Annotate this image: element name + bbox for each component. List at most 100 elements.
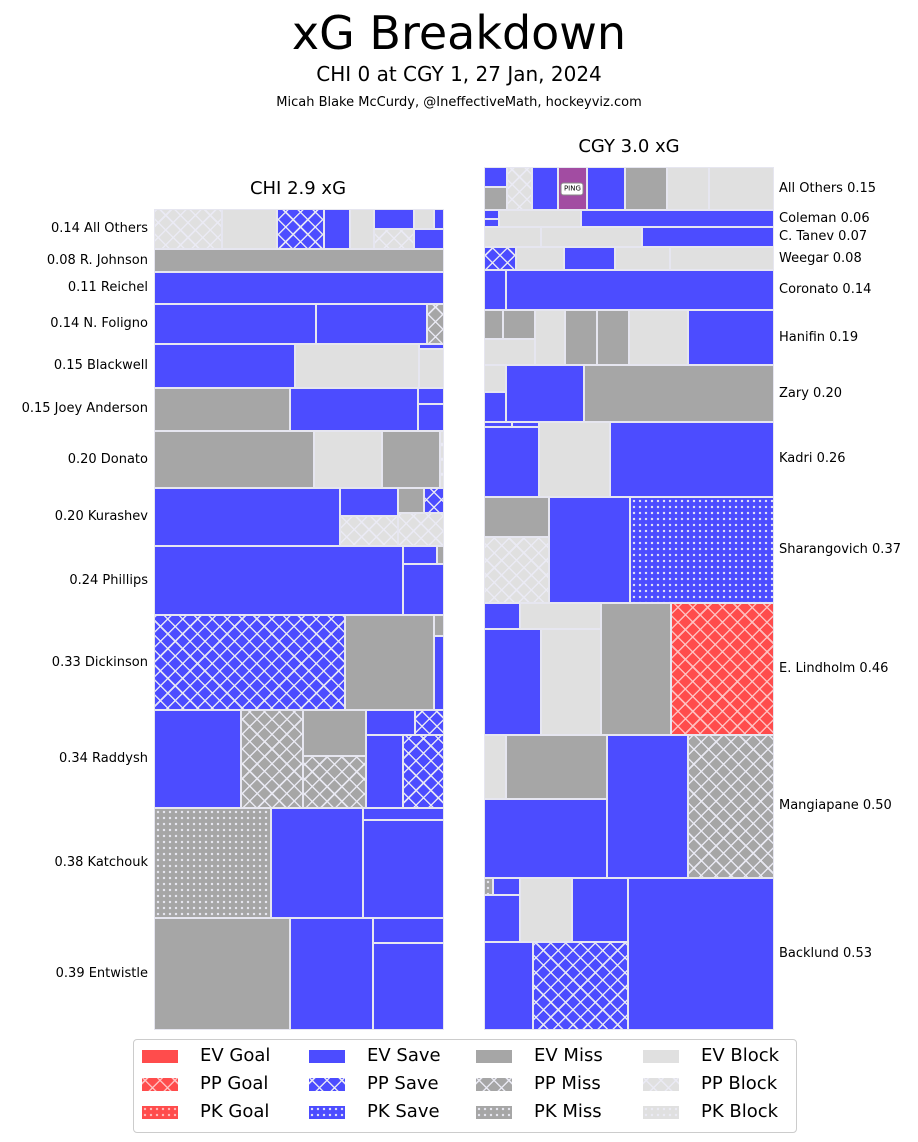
legend-swatch: [142, 1106, 178, 1119]
player-row: [154, 917, 444, 1030]
shot-cell-ev-save: [413, 229, 444, 250]
shot-cell-ev-block: [484, 227, 541, 248]
shot-cell-ev-miss: [381, 430, 440, 489]
player-row-label: Zary 0.20: [779, 385, 842, 401]
shot-cell-ev-block: [313, 430, 382, 489]
player-row: [484, 227, 774, 248]
player-row-label: Coleman 0.06: [779, 210, 870, 226]
legend-label: PK Miss: [534, 1101, 602, 1122]
player-row-label: Backlund 0.53: [779, 946, 872, 962]
player-row-label: 0.14 All Others: [50, 221, 148, 237]
player-row-label: 0.20 Donato: [67, 451, 148, 467]
shot-cell-ev-block: [520, 878, 573, 942]
shot-cell-ev-miss: [505, 734, 608, 800]
shot-cell-ev-miss: [584, 364, 774, 423]
shot-cell-ev-save: [372, 943, 444, 1030]
legend-label: PP Save: [367, 1073, 439, 1094]
shot-cell-ev-save: [642, 227, 774, 248]
shot-cell-ev-save: [372, 917, 444, 944]
legend-swatch: [142, 1078, 178, 1091]
player-row-label: 0.33 Dickinson: [51, 654, 148, 670]
shot-cell-ev-miss: [154, 387, 291, 431]
shot-cell-pp-block: [397, 512, 444, 547]
shot-cell-ev-save: [374, 209, 414, 230]
player-row-label: 0.11 Reichel: [67, 280, 148, 296]
shot-cell-ev-save: [484, 422, 512, 427]
shot-cell-pp-miss: [426, 304, 444, 345]
shot-cell-ev-block: [222, 209, 278, 250]
shot-cell-ev-save: [484, 167, 508, 187]
legend-swatch: [476, 1106, 512, 1119]
player-row: [484, 878, 774, 1030]
shot-cell-ev-block: [534, 310, 566, 365]
shot-cell-pk-miss: [154, 808, 272, 918]
shot-cell-ev-save: [484, 894, 521, 942]
player-row: PING: [484, 167, 774, 210]
shot-cell-ev-save: [154, 272, 444, 305]
shot-cell-ev-save: [417, 403, 444, 431]
chi-team-title: CHI 2.9 xG: [249, 178, 347, 199]
shot-cell-ev-save: [563, 247, 615, 271]
shot-cell-pp-miss: [241, 710, 304, 809]
shot-cell-pp-save: [277, 209, 324, 250]
shot-cell-ev-save: [484, 391, 506, 423]
shot-cell-ev-block: [515, 247, 564, 271]
shot-cell-ev-save: [433, 636, 444, 711]
legend-swatch: [142, 1050, 178, 1063]
legend-label: PK Goal: [200, 1101, 270, 1122]
legend-label: PP Block: [701, 1073, 778, 1094]
shot-cell-ev-block: [484, 364, 506, 392]
shot-cell-pp-save: [403, 734, 444, 809]
shot-cell-pk-save: [630, 496, 774, 603]
player-row: [484, 270, 774, 311]
shot-cell-pp-save: [154, 615, 346, 711]
shot-cell-ev-miss: [433, 615, 444, 637]
shot-cell-ev-save: [154, 344, 295, 388]
player-row: [484, 422, 774, 497]
shot-cell-ev-save: [154, 546, 404, 616]
shot-cell-ev-save: [492, 878, 521, 895]
shot-cell-ev-save: [154, 304, 317, 345]
player-row-label: 0.39 Entwistle: [55, 965, 148, 981]
shot-cell-ev-save: [484, 602, 521, 630]
shot-cell-ev-block: [419, 348, 444, 388]
shot-cell-pp-block: [484, 537, 550, 603]
player-row: [154, 209, 444, 250]
shot-cell-pp-miss: [303, 756, 366, 809]
player-row: [154, 304, 444, 345]
player-row-label: 0.24 Phillips: [69, 572, 148, 588]
player-row-label: C. Tanev 0.07: [779, 229, 868, 245]
shot-cell-ev-save: [290, 917, 373, 1030]
legend-label: PP Goal: [200, 1073, 269, 1094]
shot-cell-pk-miss: [484, 878, 493, 895]
player-row: [484, 247, 774, 271]
legend-swatch: [309, 1078, 345, 1091]
shot-cell-ev-save: [403, 564, 444, 616]
player-row-label: Hanifin 0.19: [779, 329, 859, 345]
shot-cell-ev-save: [365, 734, 404, 809]
legend-swatch: [643, 1050, 679, 1063]
shot-cell-pp-block: [339, 516, 398, 547]
shot-cell-ev-block: [614, 247, 670, 271]
player-row-label: Mangiapane 0.50: [779, 798, 892, 814]
shot-cell-ev-save: [339, 488, 398, 517]
shot-cell-pp-block: [154, 209, 223, 250]
shot-cell-ev-save: [271, 808, 363, 918]
shot-cell-ev-save: [581, 210, 774, 228]
shot-cell-ev-block: [540, 227, 643, 248]
shot-cell-ev-save: [290, 387, 418, 431]
player-row-label: 0.34 Raddysh: [58, 751, 148, 767]
shot-cell-ev-save: [403, 546, 437, 564]
shot-cell-ev-miss: [345, 615, 434, 711]
player-row: [484, 210, 774, 228]
shot-cell-ev-save: [586, 167, 625, 210]
shot-cell-ev-block: [349, 209, 375, 250]
shot-cell-ev-miss: [597, 310, 629, 365]
shot-cell-pp-miss: [688, 734, 774, 879]
shot-cell-ev-miss: [624, 167, 667, 210]
shot-cell-pp-goal: [671, 602, 774, 735]
shot-cell-pp-block: [507, 167, 532, 210]
player-row-label: E. Lindholm 0.46: [779, 660, 889, 676]
legend-swatch: [476, 1050, 512, 1063]
shot-cell-ev-save: [154, 488, 340, 547]
